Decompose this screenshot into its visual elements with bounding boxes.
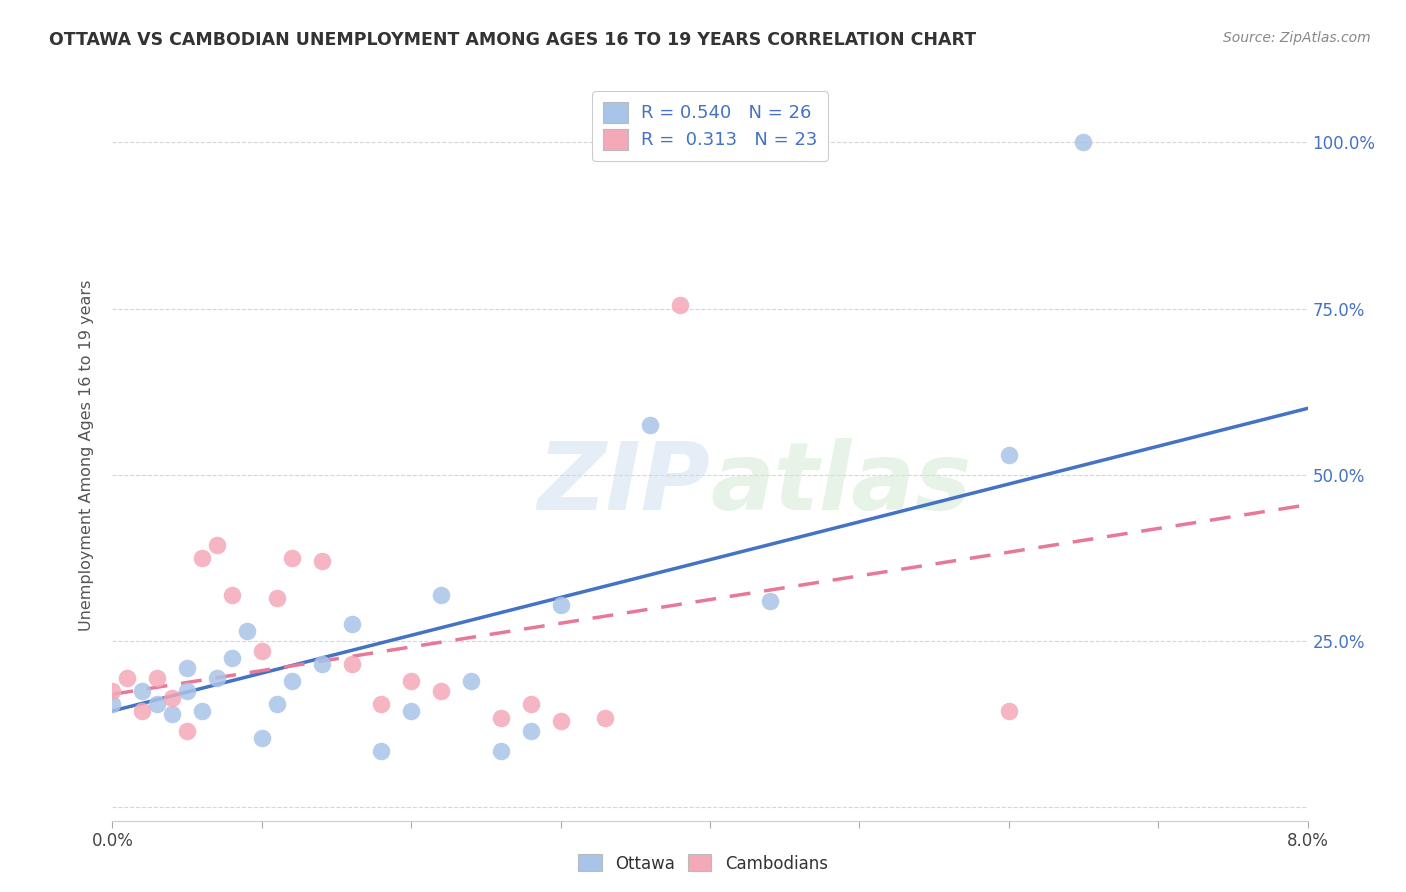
Point bbox=[205, 538, 228, 552]
Point bbox=[131, 704, 153, 718]
Point bbox=[176, 684, 198, 698]
Point bbox=[340, 657, 363, 672]
Point bbox=[370, 698, 392, 712]
Point bbox=[146, 698, 169, 712]
Point bbox=[162, 690, 183, 705]
Point bbox=[266, 698, 288, 712]
Legend: Ottawa, Cambodians: Ottawa, Cambodians bbox=[572, 847, 834, 880]
Point bbox=[430, 588, 453, 602]
Point bbox=[401, 673, 423, 688]
Point bbox=[595, 710, 617, 724]
Point bbox=[640, 417, 662, 432]
Point bbox=[250, 731, 273, 745]
Point bbox=[250, 644, 273, 658]
Point bbox=[191, 704, 214, 718]
Text: atlas: atlas bbox=[710, 438, 972, 530]
Text: ZIP: ZIP bbox=[537, 438, 710, 530]
Point bbox=[520, 698, 543, 712]
Point bbox=[101, 684, 124, 698]
Point bbox=[236, 624, 259, 639]
Point bbox=[550, 598, 572, 612]
Y-axis label: Unemployment Among Ages 16 to 19 years: Unemployment Among Ages 16 to 19 years bbox=[79, 279, 94, 631]
Point bbox=[520, 723, 543, 738]
Point bbox=[266, 591, 288, 605]
Point bbox=[998, 704, 1021, 718]
Point bbox=[1073, 136, 1095, 150]
Text: OTTAWA VS CAMBODIAN UNEMPLOYMENT AMONG AGES 16 TO 19 YEARS CORRELATION CHART: OTTAWA VS CAMBODIAN UNEMPLOYMENT AMONG A… bbox=[49, 31, 976, 49]
Point bbox=[311, 657, 333, 672]
Point bbox=[221, 650, 243, 665]
Point bbox=[759, 594, 782, 608]
Point bbox=[191, 551, 214, 566]
Point bbox=[162, 707, 183, 722]
Point bbox=[205, 671, 228, 685]
Point bbox=[131, 684, 153, 698]
Point bbox=[550, 714, 572, 728]
Point bbox=[281, 551, 304, 566]
Point bbox=[669, 298, 692, 312]
Text: Source: ZipAtlas.com: Source: ZipAtlas.com bbox=[1223, 31, 1371, 45]
Point bbox=[998, 448, 1021, 462]
Point bbox=[489, 710, 512, 724]
Point bbox=[221, 588, 243, 602]
Point bbox=[101, 698, 124, 712]
Point bbox=[489, 744, 512, 758]
Point bbox=[311, 554, 333, 568]
Point bbox=[370, 744, 392, 758]
Point bbox=[176, 661, 198, 675]
Point bbox=[460, 673, 482, 688]
Point bbox=[281, 673, 304, 688]
Point bbox=[176, 723, 198, 738]
Point bbox=[401, 704, 423, 718]
Point bbox=[146, 671, 169, 685]
Point bbox=[340, 617, 363, 632]
Point bbox=[117, 671, 139, 685]
Point bbox=[430, 684, 453, 698]
Legend: R = 0.540   N = 26, R =  0.313   N = 23: R = 0.540 N = 26, R = 0.313 N = 23 bbox=[592, 91, 828, 161]
